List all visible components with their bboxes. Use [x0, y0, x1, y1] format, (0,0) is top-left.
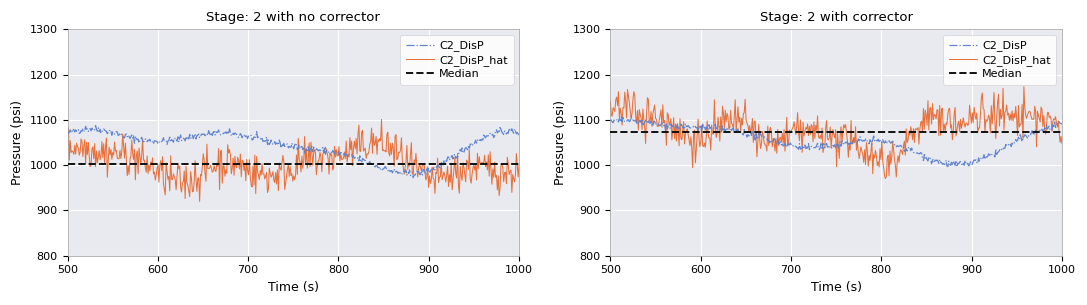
Legend: C2_DisP, C2_DisP_hat, Median: C2_DisP, C2_DisP_hat, Median: [400, 35, 513, 84]
Title: Stage: 2 with no corrector: Stage: 2 with no corrector: [207, 11, 380, 24]
C2_DisP: [941, 165, 954, 168]
C2_DisP: [276, 144, 289, 148]
C2_DisP: [330, 150, 343, 153]
Line: C2_DisP: C2_DisP: [610, 117, 1062, 167]
C2_DisP: [625, 115, 638, 119]
C2_DisP_hat: [821, 137, 834, 141]
C2_DisP_hat: [1055, 142, 1069, 145]
C2_DisP_hat: [279, 182, 292, 185]
C2_DisP: [822, 145, 835, 148]
C2_DisP_hat: [848, 141, 861, 145]
C2_DisP_hat: [1047, 120, 1060, 123]
C2_DisP_hat: [503, 170, 516, 174]
C2_DisP: [89, 124, 102, 127]
C2_DisP: [976, 156, 989, 160]
C2_DisP_hat: [819, 146, 832, 149]
C2_DisP: [407, 176, 420, 180]
Legend: C2_DisP, C2_DisP_hat, Median: C2_DisP, C2_DisP_hat, Median: [944, 35, 1057, 84]
C2_DisP: [603, 118, 616, 121]
C2_DisP: [849, 138, 862, 142]
C2_DisP_hat: [603, 99, 616, 103]
C2_DisP: [433, 166, 446, 170]
C2_DisP_hat: [193, 200, 207, 203]
C2_DisP_hat: [975, 96, 988, 100]
C2_DisP: [513, 133, 526, 137]
C2_DisP_hat: [61, 135, 74, 139]
C2_DisP: [307, 150, 320, 154]
C2_DisP: [503, 128, 516, 132]
C2_DisP_hat: [513, 163, 526, 167]
Y-axis label: Pressure (psi): Pressure (psi): [11, 100, 24, 185]
C2_DisP: [874, 139, 887, 142]
C2_DisP: [61, 131, 74, 135]
C2_DisP_hat: [1017, 85, 1030, 88]
C2_DisP_hat: [307, 163, 320, 167]
C2_DisP: [1047, 123, 1060, 127]
Line: C2_DisP: C2_DisP: [67, 126, 520, 178]
Line: C2_DisP_hat: C2_DisP_hat: [67, 120, 520, 202]
C2_DisP: [1055, 122, 1069, 126]
C2_DisP_hat: [433, 175, 446, 179]
C2_DisP_hat: [873, 165, 886, 169]
C2_DisP_hat: [879, 177, 892, 181]
C2_DisP_hat: [330, 154, 343, 158]
Title: Stage: 2 with corrector: Stage: 2 with corrector: [760, 11, 913, 24]
Y-axis label: Pressure (psi): Pressure (psi): [554, 100, 567, 185]
C2_DisP: [279, 144, 292, 147]
X-axis label: Time (s): Time (s): [267, 281, 318, 294]
Line: C2_DisP_hat: C2_DisP_hat: [610, 87, 1062, 179]
X-axis label: Time (s): Time (s): [811, 281, 862, 294]
C2_DisP: [820, 144, 833, 147]
C2_DisP_hat: [276, 154, 289, 157]
C2_DisP_hat: [375, 118, 388, 121]
